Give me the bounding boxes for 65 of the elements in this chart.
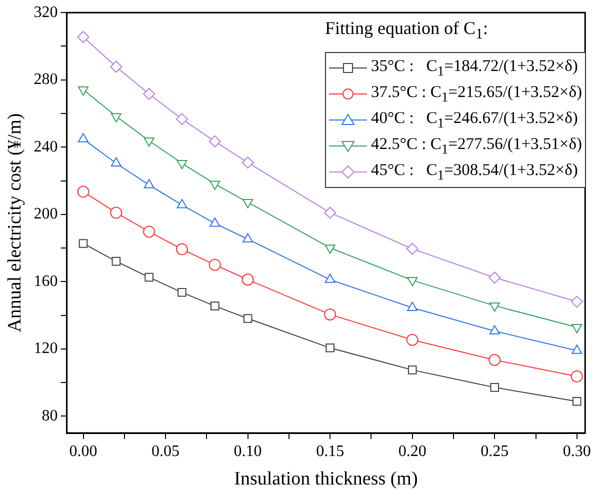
point	[406, 242, 418, 255]
point	[489, 325, 500, 334]
point	[326, 344, 334, 352]
point	[210, 302, 220, 310]
point	[143, 88, 156, 100]
y-tick-label: 200	[34, 206, 58, 223]
legend-label: 35°C : C$_{1}$=184.72/(1+3.52×δ)	[371, 56, 578, 80]
y-tick-label: 120	[34, 340, 58, 358]
x-tick-label: 0.10	[234, 442, 262, 460]
point	[144, 137, 154, 147]
point	[324, 206, 336, 219]
legend-label: 42.5°C : C$_{1}$=277.56/(1+3.51×δ)	[371, 134, 582, 158]
point	[178, 288, 186, 297]
point	[110, 60, 122, 73]
point	[77, 186, 90, 198]
y-tick-label: 320	[34, 4, 58, 21]
point	[572, 344, 582, 354]
point	[143, 226, 156, 238]
point	[242, 156, 254, 169]
point	[488, 354, 501, 366]
y-tick-label: 160	[34, 272, 58, 290]
point	[572, 396, 582, 406]
point	[176, 243, 188, 256]
legend-label: 45°C : C$_{1}$=308.54/(1+3.52×δ)	[371, 160, 578, 184]
point	[78, 86, 89, 96]
point	[242, 199, 254, 208]
x-tick-label: 0.30	[562, 442, 591, 460]
point	[210, 180, 220, 190]
legend-title: Fitting equation of C$_{1}$:	[325, 18, 490, 44]
x-tick-label: 0.15	[316, 442, 344, 460]
point	[570, 296, 583, 308]
x-tick-label: 0.05	[152, 442, 180, 460]
legend-label: 37.5°C : C$_{1}$=215.65/(1+3.52×δ)	[371, 82, 582, 106]
point	[243, 314, 252, 323]
point	[110, 206, 122, 219]
point	[208, 258, 221, 271]
y-tick-label: 240	[34, 138, 58, 156]
x-axis-title: Insulation thickness (m)	[234, 468, 418, 490]
point	[490, 383, 500, 392]
y-axis-title: Annual electricity cost (¥/m)	[4, 113, 26, 332]
point	[570, 370, 583, 382]
x-tick-label: 0.25	[480, 442, 509, 460]
point	[488, 272, 501, 284]
point	[406, 334, 418, 346]
y-tick-label: 280	[34, 71, 58, 88]
point	[176, 113, 188, 126]
point	[489, 302, 500, 312]
point	[78, 239, 88, 248]
point	[407, 277, 418, 286]
point	[208, 135, 221, 148]
point	[176, 160, 188, 170]
y-tick-label: 80	[42, 407, 58, 424]
point	[112, 256, 121, 266]
x-tick-label: 0.00	[69, 442, 98, 460]
point	[110, 113, 122, 122]
point	[324, 308, 336, 320]
point	[144, 272, 154, 282]
point	[77, 30, 90, 43]
point	[324, 244, 336, 254]
point	[572, 324, 582, 334]
point	[408, 366, 417, 374]
point	[242, 274, 254, 286]
legend-label: 40°C : C$_{1}$=246.67/(1+3.52×δ)	[371, 108, 578, 132]
x-tick-label: 0.20	[398, 442, 426, 460]
point	[324, 274, 336, 283]
